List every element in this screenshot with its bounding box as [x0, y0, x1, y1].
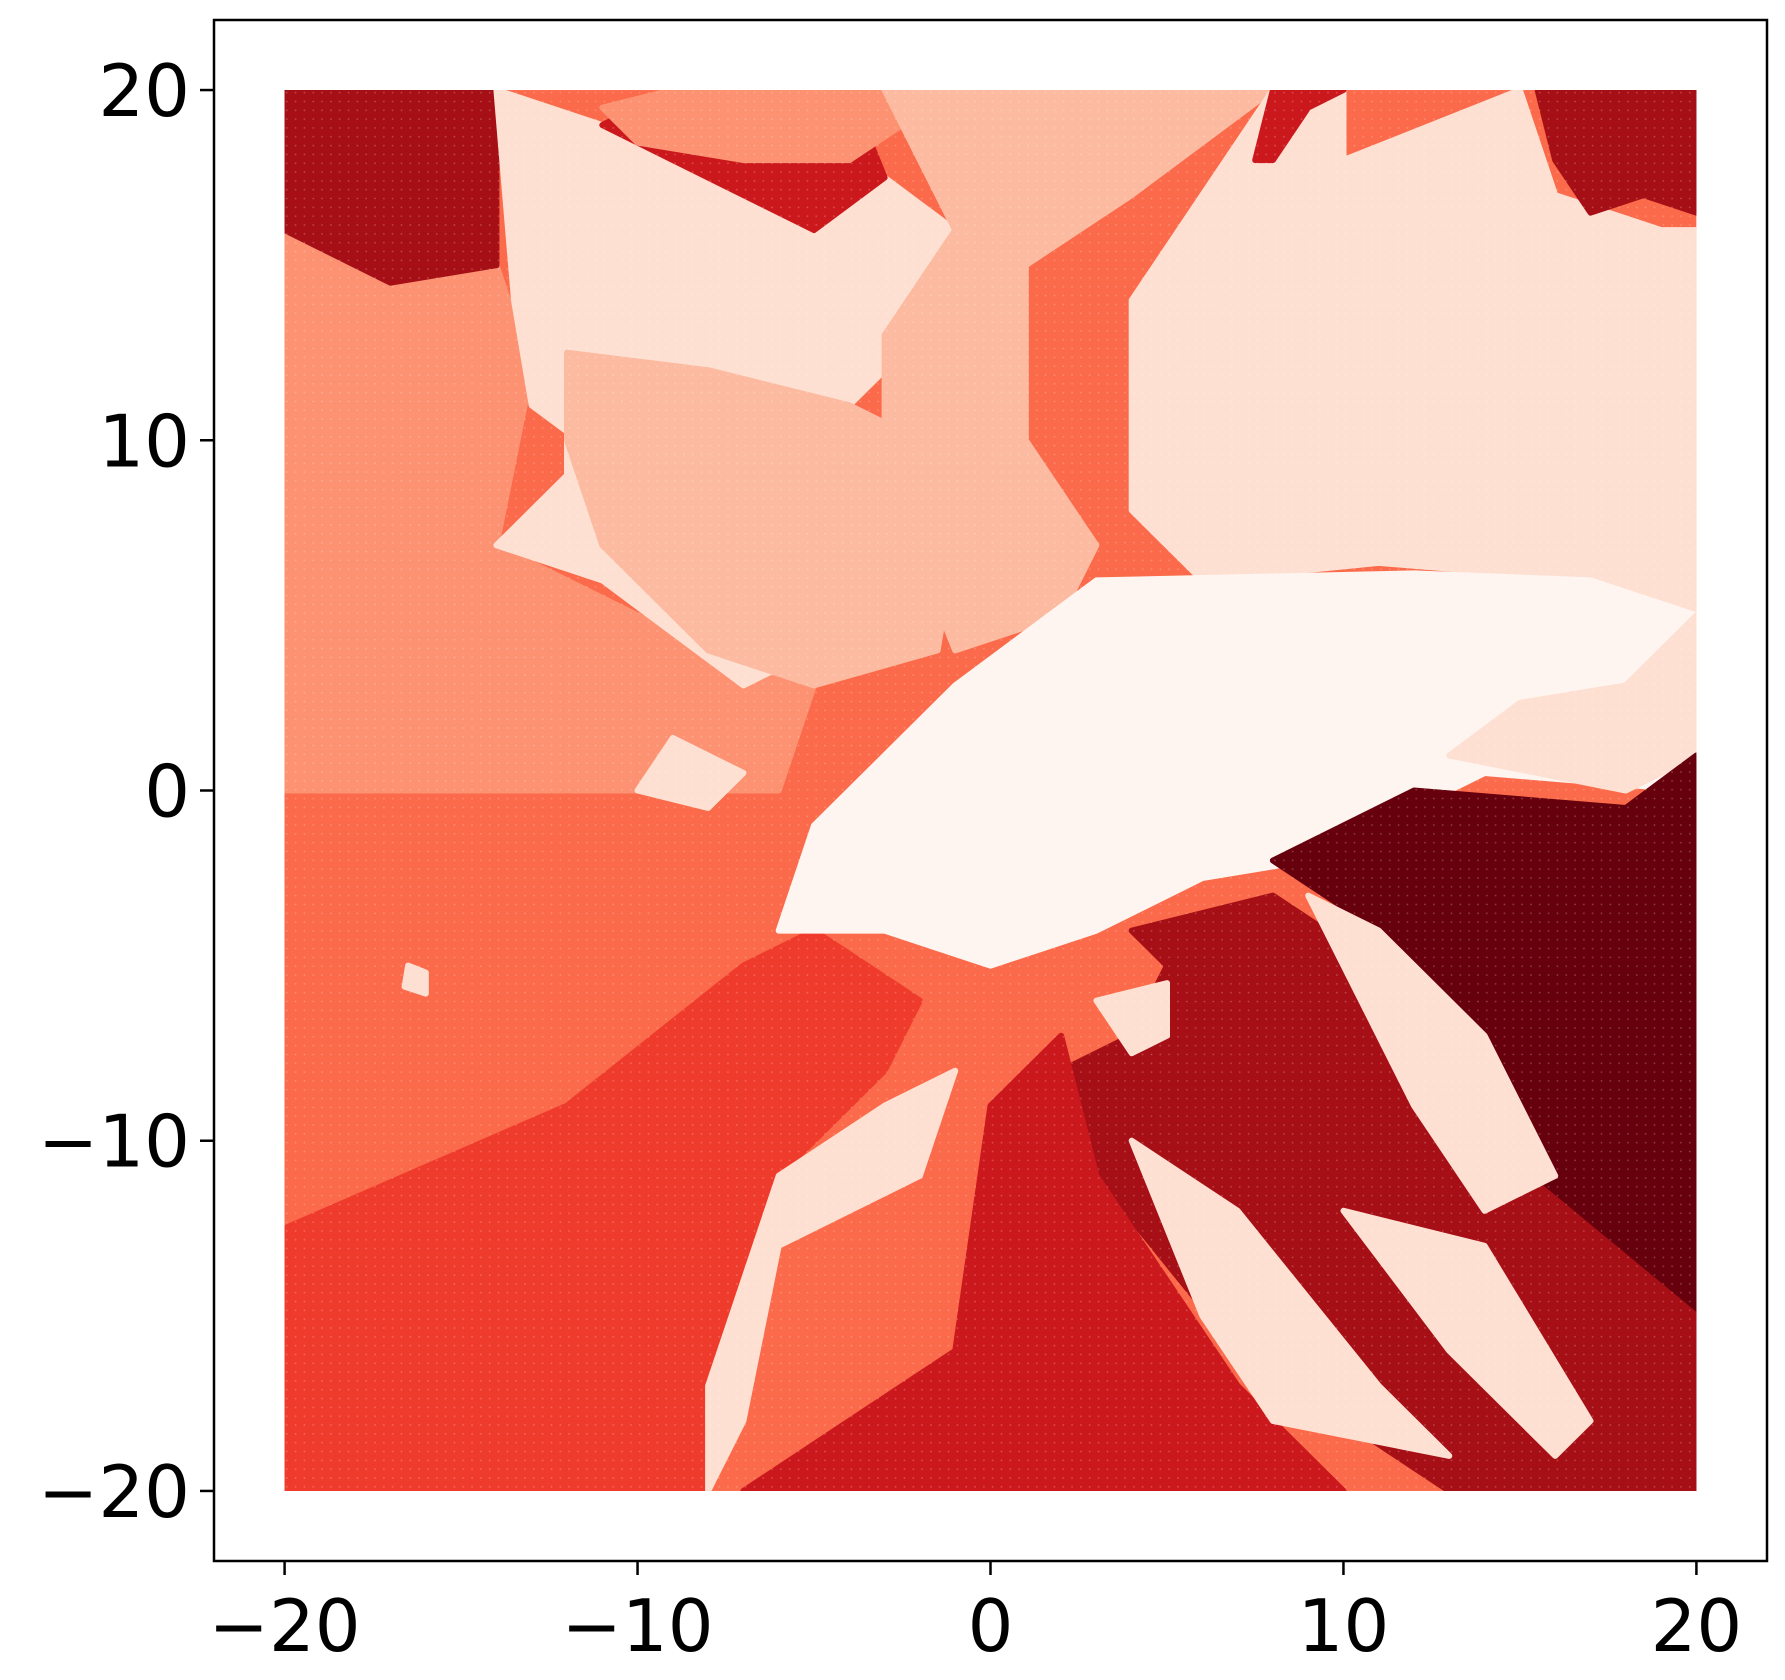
y-tick-label: 10	[98, 399, 190, 483]
x-tick-label: −20	[209, 1584, 361, 1668]
y-tick-label: −10	[38, 1100, 190, 1184]
x-tick-label: 20	[1651, 1584, 1743, 1668]
y-tick-label: −20	[38, 1450, 190, 1534]
x-tick-label: 10	[1298, 1584, 1390, 1668]
axes-frame	[212, 18, 1769, 1563]
x-axis: −20 −10 0 10 20	[209, 1561, 1743, 1668]
y-axis: −20 −10 0 10 20	[38, 49, 214, 1534]
heatmap-cells	[284, 90, 1697, 1491]
y-tick-label: 0	[144, 750, 190, 834]
plot-area	[284, 90, 1697, 1491]
heatmap-point-texture	[284, 90, 1697, 1491]
x-tick-label: 0	[968, 1584, 1014, 1668]
x-tick-label: −10	[562, 1584, 714, 1668]
y-tick-label: 20	[98, 49, 190, 133]
